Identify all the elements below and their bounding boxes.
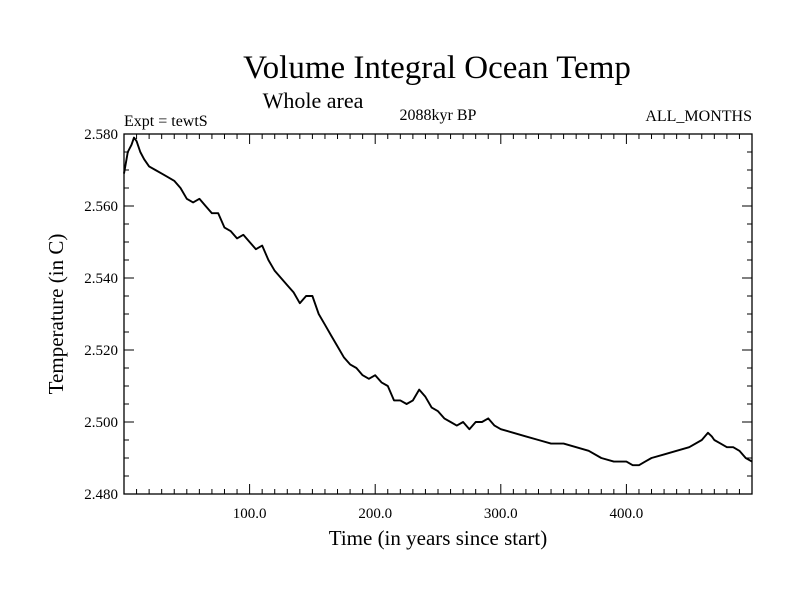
y-tick-label: 2.520 xyxy=(84,343,118,359)
chart-title: Volume Integral Ocean Temp xyxy=(243,50,631,86)
x-tick-label: 400.0 xyxy=(610,506,644,522)
y-axis-label: Temperature (in C) xyxy=(44,234,68,395)
y-tick-label: 2.580 xyxy=(84,127,118,143)
y-tick-label: 2.480 xyxy=(84,487,118,503)
x-tick-label: 200.0 xyxy=(358,506,392,522)
x-tick-label: 300.0 xyxy=(484,506,518,522)
experiment-label: Expt = tewtS xyxy=(124,113,208,130)
y-axis-ticks: 2.480 2.500 2.520 2.540 2.560 2.580 xyxy=(84,127,752,503)
plot-frame xyxy=(123,133,753,495)
x-tick-label: 100.0 xyxy=(233,506,267,522)
y-tick-label: 2.560 xyxy=(84,199,118,215)
x-axis-label: Time (in years since start) xyxy=(329,526,548,550)
period-label: 2088kyr BP xyxy=(400,107,477,124)
series-line xyxy=(123,136,753,467)
y-tick-label: 2.540 xyxy=(84,271,118,287)
x-axis-ticks: 100.0 200.0 300.0 400.0 xyxy=(136,134,740,522)
chart-subtitle: Whole area xyxy=(263,88,364,113)
months-label: ALL_MONTHS xyxy=(645,108,752,125)
y-tick-label: 2.500 xyxy=(84,415,118,431)
